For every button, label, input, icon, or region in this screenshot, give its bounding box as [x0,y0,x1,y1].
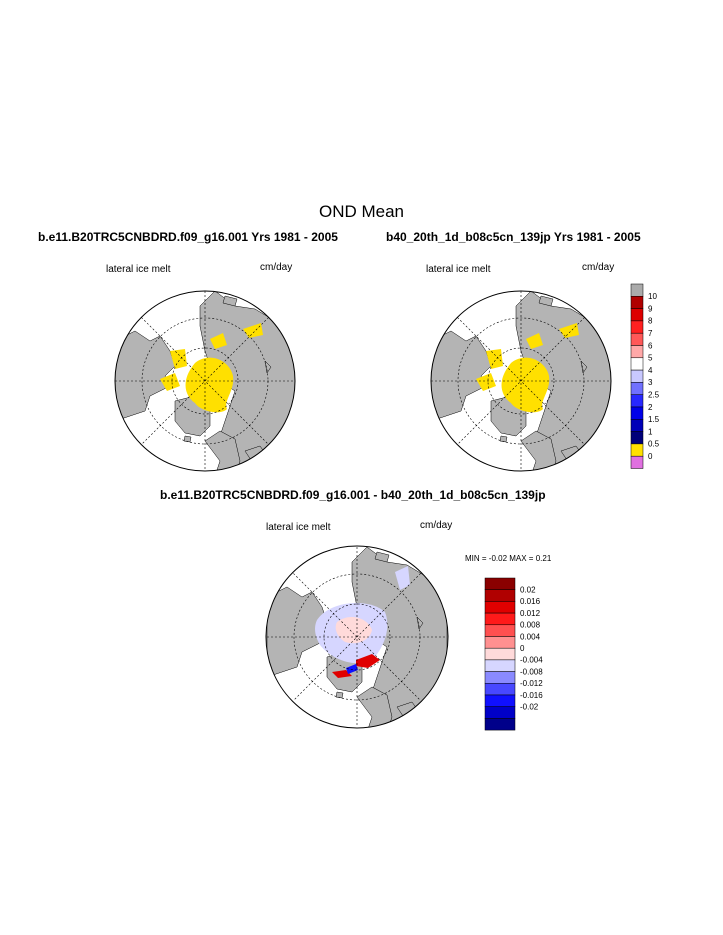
colorbar-diff-label: 0.004 [520,632,541,641]
figure-title: OND Mean [318,202,405,221]
colorbar-diff-label: 0.02 [520,586,536,595]
colorbar-main-swatch [630,320,644,334]
colorbar-diff-swatch [484,683,516,696]
colorbar-main-label: 1 [648,427,653,436]
colorbar-diff-label: -0.02 [520,703,539,712]
colorbar-diff: 0.02 0.016 0.012 0.008 0.004 0 -0.004 -0.008 -0.… [484,577,543,731]
colorbar-main-swatch [630,296,644,309]
colorbar-diff-label: 0.012 [520,609,541,618]
colorbar-main-label: 5 [648,354,653,363]
panel-left-title: b.e11.B20TRC5CNBDRD.f09_g16.001 Yrs 1981… [38,230,338,244]
colorbar-main-label: 4 [648,366,653,375]
colorbar-main-label: 1.5 [648,415,660,424]
colorbar-diff-swatch [484,647,516,661]
map-right [431,291,611,471]
colorbar-main-swatch [630,345,644,359]
colorbar-diff-swatch [484,706,516,719]
map-left [115,291,295,471]
panel-diff-min-max: MIN = -0.02 MAX = 0.21 [465,554,552,563]
colorbar-diff-swatch [484,671,516,684]
panel-left-units: cm/day [260,262,293,273]
colorbar-diff-swatch [484,601,516,614]
colorbar-main-swatch [630,357,644,371]
colorbar-diff-label: -0.012 [520,679,543,688]
colorbar-diff-swatch [484,659,516,672]
colorbar-main-label: 10 [648,292,657,301]
colorbar-main-swatch [630,431,644,445]
colorbar-main-swatch [630,406,644,420]
colorbar-diff-swatch [484,718,516,731]
colorbar-diff-label: 0.008 [520,621,541,630]
colorbar-diff-swatch [484,612,516,626]
colorbar-main: 10 9 8 7 6 5 4 3 2.5 2 1.5 1 0.5 0 [630,283,660,469]
colorbar-diff-swatch [484,624,516,637]
colorbar-main-swatch [630,419,644,432]
colorbar-main-swatch [630,283,644,297]
map-right-border [430,290,612,472]
colorbar-main-swatch [630,455,644,469]
panel-right-title: b40_20th_1d_b08c5cn_139jp Yrs 1981 - 200… [386,230,641,244]
colorbar-main-swatch [630,443,644,457]
panel-right-units: cm/day [582,262,615,273]
colorbar-diff-swatch [484,636,516,649]
colorbar-main-label: 7 [648,329,653,338]
colorbar-main-label: 0 [648,452,653,461]
panel-diff-title: b.e11.B20TRC5CNBDRD.f09_g16.001 - b40_20… [160,488,546,502]
colorbar-main-swatch [630,394,644,408]
panel-right-field-label: lateral ice melt [426,264,491,275]
colorbar-main-swatch [630,369,644,383]
colorbar-main-swatch [630,332,644,346]
colorbar-main-swatch [630,382,644,395]
colorbar-main-label: 6 [648,341,653,350]
panel-left-field-label: lateral ice melt [106,264,171,275]
panel-diff-units: cm/day [420,520,453,531]
map-diff-border [265,545,449,729]
panel-diff-field-label: lateral ice melt [266,522,331,533]
colorbar-main-swatch [630,308,644,322]
colorbar-main-label: 3 [648,378,653,387]
colorbar-main-label: 2 [648,403,653,412]
colorbar-diff-label: 0.016 [520,597,541,606]
map-diff [266,546,448,728]
colorbar-main-label: 2.5 [648,391,660,400]
colorbar-main-label: 8 [648,317,653,326]
colorbar-diff-swatch [484,577,516,590]
colorbar-diff-swatch [484,589,516,602]
colorbar-main-label: 9 [648,304,653,313]
colorbar-diff-label: -0.008 [520,667,543,676]
colorbar-main-label: 0.5 [648,440,660,449]
colorbar-diff-label: -0.004 [520,656,543,665]
map-left-border [114,290,296,472]
colorbar-diff-swatch [484,694,516,707]
colorbar-diff-label: -0.016 [520,691,543,700]
colorbar-diff-label: 0 [520,644,525,653]
